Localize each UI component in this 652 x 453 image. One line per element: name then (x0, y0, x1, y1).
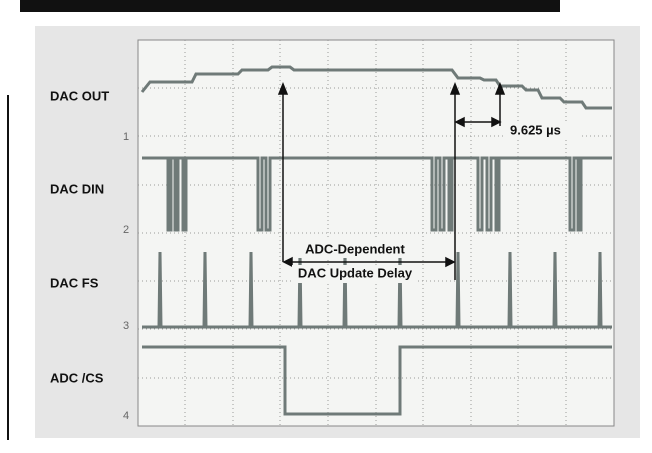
page: {"figure": { "signals": ["DAC OUT", "DAC… (0, 0, 652, 448)
signal-label: DAC OUT (50, 88, 109, 103)
delay-label: ADC-Dependent (305, 241, 405, 256)
interval-label: 9.625 µs (510, 122, 561, 137)
signal-label: ADC /CS (50, 370, 104, 385)
channel-marker: 3 (123, 320, 129, 332)
channel-marker: 2 (123, 224, 129, 236)
signal-label: DAC DIN (50, 181, 104, 196)
signal-label: DAC FS (50, 275, 99, 290)
channel-marker: 4 (123, 410, 129, 422)
channel-marker: 1 (123, 131, 129, 143)
delay-label: DAC Update Delay (298, 265, 413, 280)
header-band (20, 0, 560, 12)
figure: DAC OUT DAC DIN DAC FS ADC /CS 1 2 3 4 9… (0, 0, 652, 448)
